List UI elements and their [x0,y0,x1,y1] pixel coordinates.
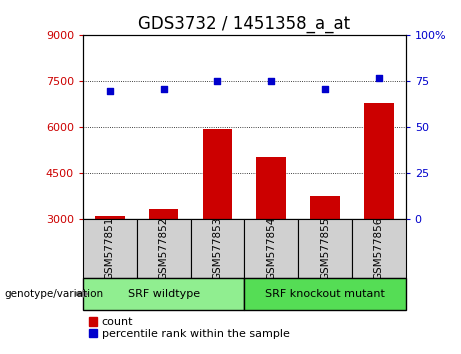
Text: GSM577856: GSM577856 [374,217,384,280]
Text: GSM577852: GSM577852 [159,217,169,280]
Bar [137,219,190,278]
Bar [244,278,406,310]
Bar [298,219,352,278]
Bar [244,219,298,278]
Bar [203,129,232,219]
Bar [364,103,394,219]
Bar [83,278,244,310]
Text: SRF knockout mutant: SRF knockout mutant [265,289,385,299]
Point [160,86,167,92]
Point [321,86,329,92]
Text: GSM577853: GSM577853 [213,217,223,280]
Bar [83,219,137,278]
Title: GDS3732 / 1451358_a_at: GDS3732 / 1451358_a_at [138,15,350,33]
Point [214,79,221,84]
Legend: count, percentile rank within the sample: count, percentile rank within the sample [89,317,290,339]
Point [106,88,113,93]
Text: GSM577855: GSM577855 [320,217,330,280]
Point [267,79,275,84]
Text: genotype/variation: genotype/variation [5,289,104,299]
Bar [95,216,124,219]
Bar [190,219,244,278]
Bar [310,196,340,219]
Point [375,75,383,81]
Text: GSM577851: GSM577851 [105,217,115,280]
Text: GSM577854: GSM577854 [266,217,276,280]
Bar [149,209,178,219]
Bar [352,219,406,278]
Bar [256,156,286,219]
Text: SRF wildtype: SRF wildtype [128,289,200,299]
